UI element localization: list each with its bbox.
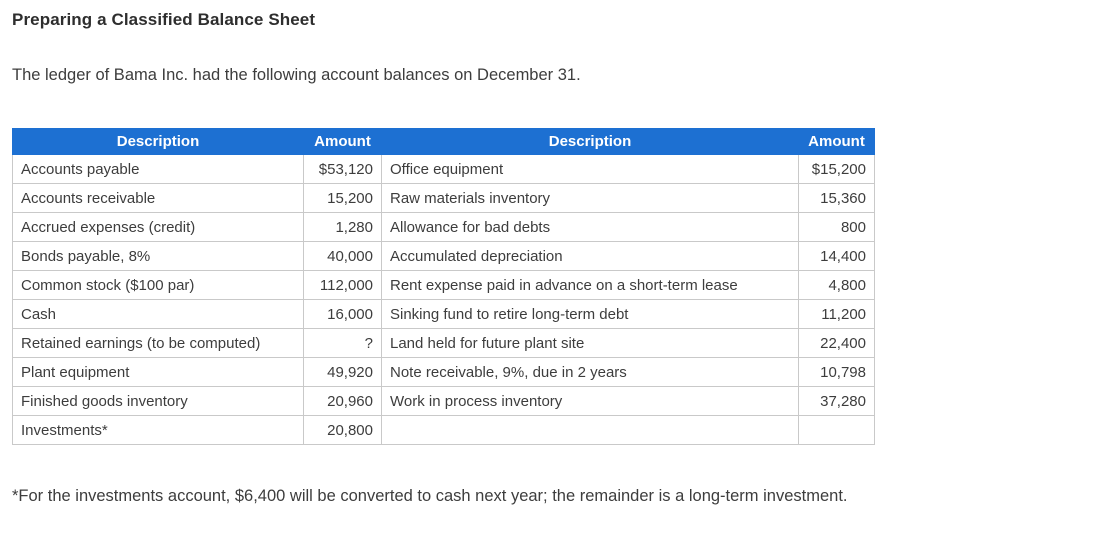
description-cell: Accounts payable (12, 154, 304, 184)
amount-cell: 15,200 (303, 183, 382, 213)
amount-cell: 14,400 (798, 241, 875, 271)
amount-cell: 10,798 (798, 357, 875, 387)
description-cell: Work in process inventory (381, 386, 799, 416)
table-row: Common stock ($100 par) 112,000 Rent exp… (12, 270, 875, 300)
amount-cell: 112,000 (303, 270, 382, 300)
description-cell: Plant equipment (12, 357, 304, 387)
description-cell: Sinking fund to retire long-term debt (381, 299, 799, 329)
description-cell: Land held for future plant site (381, 328, 799, 358)
description-cell: Common stock ($100 par) (12, 270, 304, 300)
problem-page: Preparing a Classified Balance Sheet The… (12, 10, 875, 505)
description-cell: Cash (12, 299, 304, 329)
footnote-text: *For the investments account, $6,400 wil… (12, 487, 848, 505)
page-title: Preparing a Classified Balance Sheet (12, 10, 316, 29)
description-cell: Raw materials inventory (381, 183, 799, 213)
header-description-left: Description (12, 128, 304, 155)
table-row: Retained earnings (to be computed) ? Lan… (12, 328, 875, 358)
header-amount-right: Amount (798, 128, 875, 155)
amount-cell: 20,800 (303, 415, 382, 445)
description-cell: Retained earnings (to be computed) (12, 328, 304, 358)
header-description-right: Description (381, 128, 799, 155)
table-row: Accounts payable $53,120 Office equipmen… (12, 154, 875, 184)
amount-cell: 20,960 (303, 386, 382, 416)
description-cell: Rent expense paid in advance on a short-… (381, 270, 799, 300)
amount-cell: 49,920 (303, 357, 382, 387)
amount-cell: 15,360 (798, 183, 875, 213)
table-row: Bonds payable, 8% 40,000 Accumulated dep… (12, 241, 875, 271)
amount-cell: $53,120 (303, 154, 382, 184)
amount-cell: ? (303, 328, 382, 358)
account-balances-table: Description Amount Description Amount Ac… (12, 128, 875, 445)
description-cell: Investments* (12, 415, 304, 445)
amount-cell: 800 (798, 212, 875, 242)
description-cell: Accounts receivable (12, 183, 304, 213)
description-cell (381, 415, 799, 445)
description-cell: Note receivable, 9%, due in 2 years (381, 357, 799, 387)
amount-cell (798, 415, 875, 445)
amount-cell: 11,200 (798, 299, 875, 329)
header-amount-left: Amount (303, 128, 382, 155)
amount-cell: 22,400 (798, 328, 875, 358)
amount-cell: 37,280 (798, 386, 875, 416)
intro-text: The ledger of Bama Inc. had the followin… (12, 66, 581, 84)
amount-cell: 4,800 (798, 270, 875, 300)
description-cell: Accrued expenses (credit) (12, 212, 304, 242)
table-header-row: Description Amount Description Amount (12, 128, 875, 155)
description-cell: Finished goods inventory (12, 386, 304, 416)
amount-cell: 40,000 (303, 241, 382, 271)
description-cell: Office equipment (381, 154, 799, 184)
amount-cell: 16,000 (303, 299, 382, 329)
description-cell: Accumulated depreciation (381, 241, 799, 271)
description-cell: Bonds payable, 8% (12, 241, 304, 271)
table-row: Investments* 20,800 (12, 415, 875, 445)
description-cell: Allowance for bad debts (381, 212, 799, 242)
table-row: Cash 16,000 Sinking fund to retire long-… (12, 299, 875, 329)
amount-cell: $15,200 (798, 154, 875, 184)
table-row: Plant equipment 49,920 Note receivable, … (12, 357, 875, 387)
table-row: Accounts receivable 15,200 Raw materials… (12, 183, 875, 213)
table-row: Finished goods inventory 20,960 Work in … (12, 386, 875, 416)
amount-cell: 1,280 (303, 212, 382, 242)
table-row: Accrued expenses (credit) 1,280 Allowanc… (12, 212, 875, 242)
